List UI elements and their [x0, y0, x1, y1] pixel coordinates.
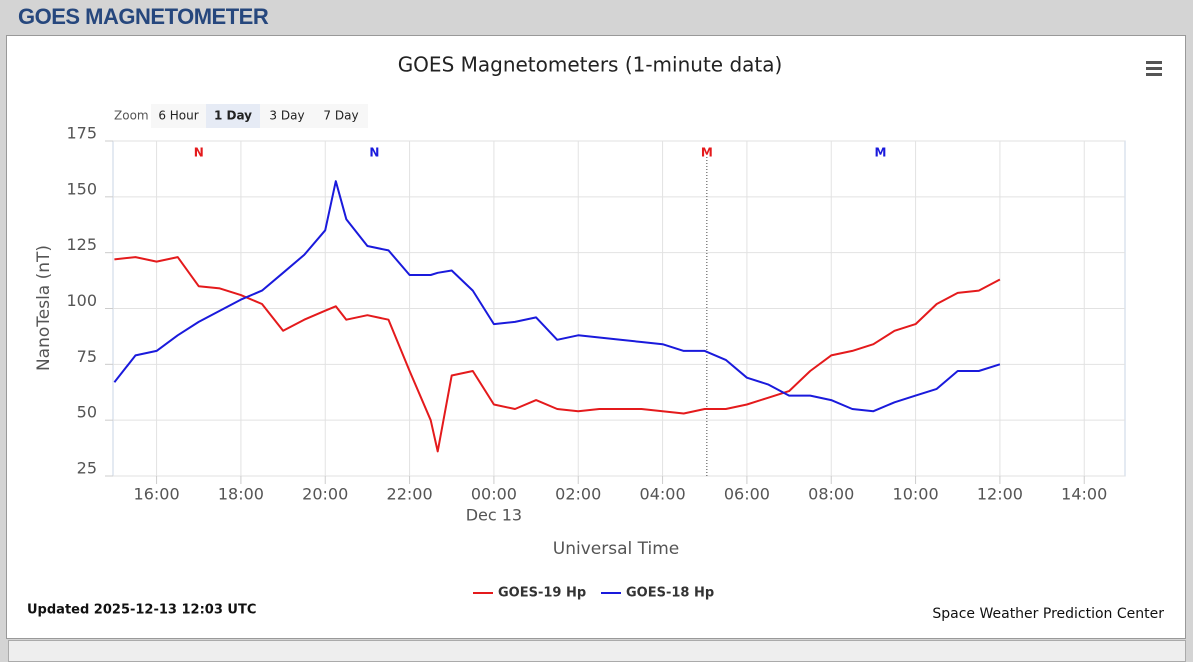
y-tick-label: 125	[66, 235, 97, 254]
annotation-label: N	[369, 146, 379, 160]
annotation-label: M	[701, 146, 713, 160]
y-tick-label: 50	[77, 403, 97, 422]
y-tick-label: 25	[77, 459, 97, 478]
zoom-button[interactable]: 7 Day	[314, 104, 368, 128]
zoom-button-label[interactable]: 3 Day	[269, 109, 304, 123]
legend-label[interactable]: GOES-19 Hp	[498, 586, 586, 601]
menu-bar[interactable]	[1146, 73, 1162, 76]
page-header: GOES MAGNETOMETER	[18, 4, 269, 29]
x-tick-label: 22:00	[387, 485, 433, 504]
legend-label[interactable]: GOES-18 Hp	[626, 586, 714, 601]
x-tick-label: 18:00	[218, 485, 264, 504]
y-tick-label: 175	[66, 124, 97, 143]
y-tick-label: 150	[66, 179, 97, 198]
zoom-label: Zoom	[114, 109, 149, 123]
zoom-button[interactable]: 1 Day	[206, 104, 260, 128]
zoom-button-label[interactable]: 1 Day	[214, 109, 252, 123]
x-tick-label: 06:00	[724, 485, 770, 504]
x-tick-label: 02:00	[555, 485, 601, 504]
x-axis-title: Universal Time	[553, 539, 679, 559]
zoom-button-bg[interactable]	[206, 104, 260, 128]
y-tick-label: 100	[66, 291, 97, 310]
series-line	[113, 180, 1001, 413]
chart: GOES Magnetometers (1-minute data) NanoT…	[27, 53, 1164, 623]
x-tick-label: 08:00	[808, 485, 854, 504]
menu-icon[interactable]	[1146, 61, 1162, 76]
y-tick-label: 75	[77, 347, 97, 366]
zoom-button-label[interactable]: 7 Day	[323, 109, 358, 123]
updated-text: Updated 2025-12-13 12:03 UTC	[27, 603, 256, 618]
zoom-button-bg[interactable]	[151, 104, 206, 128]
x-tick-label: 00:00	[471, 485, 517, 504]
annotation-label: M	[874, 146, 886, 160]
legend-item[interactable]: GOES-18 Hp	[601, 586, 714, 601]
annotation-label: N	[194, 146, 204, 160]
bottom-panel	[8, 640, 1186, 662]
x-tick-label: 04:00	[640, 485, 686, 504]
zoom-button-label[interactable]: 6 Hour	[158, 109, 198, 123]
x-date-label: Dec 13	[466, 506, 522, 525]
x-tick-label: 14:00	[1061, 485, 1107, 504]
chart-title: GOES Magnetometers (1-minute data)	[398, 53, 783, 77]
zoom-button[interactable]: 6 Hour	[151, 104, 206, 128]
menu-bar[interactable]	[1146, 61, 1162, 64]
zoom-button-bg[interactable]	[260, 104, 314, 128]
zoom-button-bg[interactable]	[314, 104, 368, 128]
x-tick-label: 12:00	[977, 485, 1023, 504]
menu-bar[interactable]	[1146, 67, 1162, 70]
x-tick-label: 20:00	[302, 485, 348, 504]
series-line	[114, 256, 1001, 453]
y-axis-title: NanoTesla (nT)	[34, 245, 54, 371]
legend-item[interactable]: GOES-19 Hp	[473, 586, 586, 601]
x-tick-label: 16:00	[134, 485, 180, 504]
zoom-button[interactable]: 3 Day	[260, 104, 314, 128]
page: GOES MAGNETOMETER GOES Magnetometers (1-…	[6, 4, 1186, 662]
credit-text: Space Weather Prediction Center	[932, 606, 1164, 622]
x-tick-label: 10:00	[893, 485, 939, 504]
